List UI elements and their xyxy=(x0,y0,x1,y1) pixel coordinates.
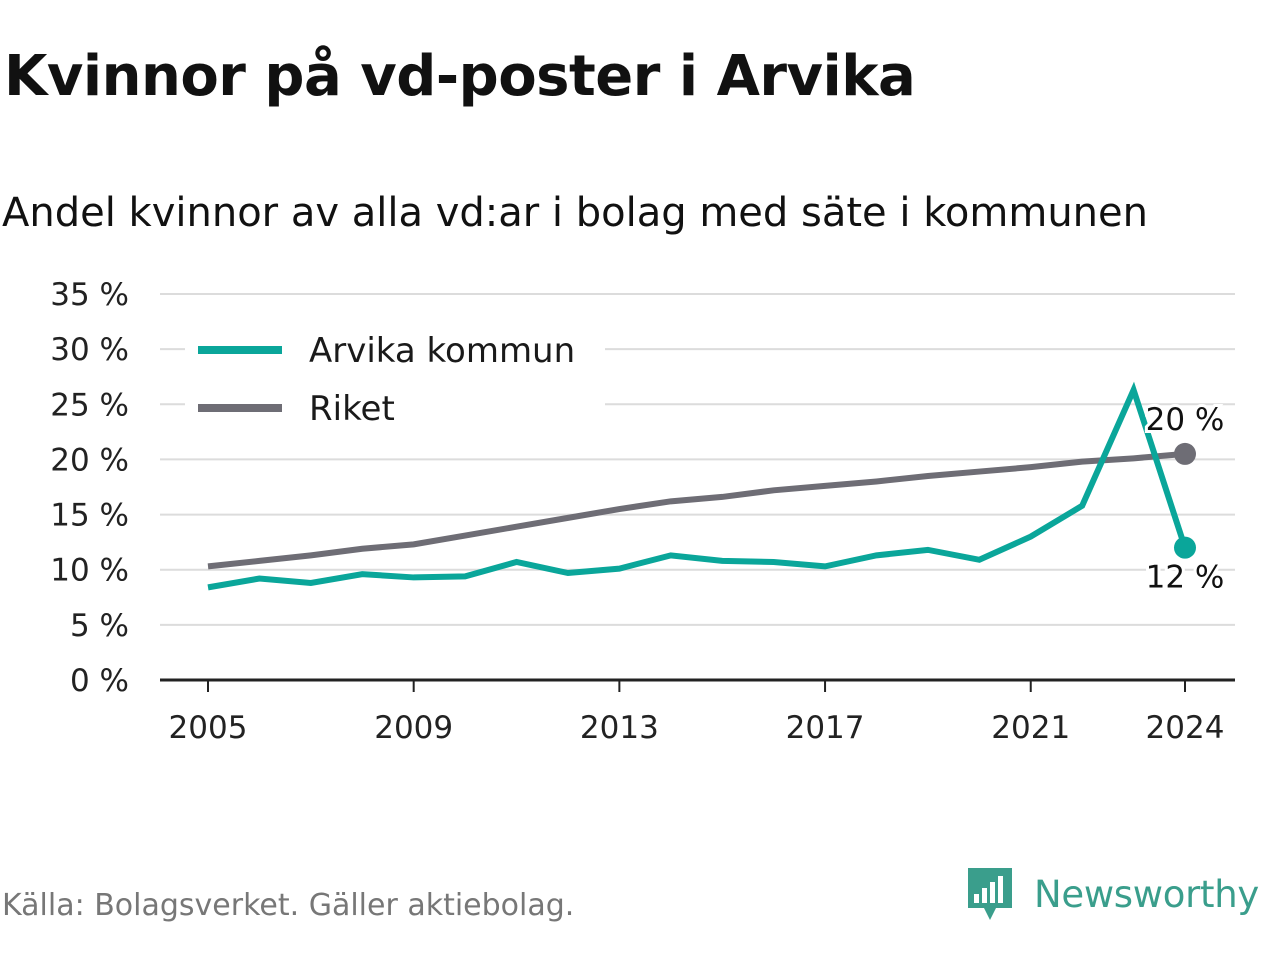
y-tick-label: 15 % xyxy=(50,498,129,534)
newsworthy-logo-icon xyxy=(968,868,1012,920)
chart-subtitle: Andel kvinnor av alla vd:ar i bolag med … xyxy=(2,190,1148,236)
end-value-label: 20 % xyxy=(1146,402,1225,438)
y-tick-label: 35 % xyxy=(50,277,129,313)
chart-title: Kvinnor på vd-poster i Arvika xyxy=(4,44,916,109)
legend-label: Riket xyxy=(309,389,395,429)
end-marker xyxy=(1174,442,1196,465)
brand-name: Newsworthy xyxy=(1034,872,1259,916)
y-tick-label: 30 % xyxy=(50,332,129,368)
source-note: Källa: Bolagsverket. Gäller aktiebolag. xyxy=(2,888,575,923)
y-tick-label: 0 % xyxy=(70,663,129,699)
x-tick-label: 2005 xyxy=(169,710,248,746)
x-tick-label: 2013 xyxy=(580,710,659,746)
y-tick-label: 20 % xyxy=(50,442,129,478)
y-tick-label: 25 % xyxy=(50,387,129,423)
brand-logo: Newsworthy xyxy=(964,864,1259,924)
x-tick-label: 2024 xyxy=(1146,710,1225,746)
legend-label: Arvika kommun xyxy=(309,331,575,371)
y-tick-label: 5 % xyxy=(70,608,129,644)
series-line-arvika xyxy=(207,381,1188,591)
x-tick-label: 2009 xyxy=(374,710,453,746)
line-chart: 0 % 5 % 10 % 15 % 20 % 25 % 30 % 35 % 2005 2009 20… xyxy=(50,277,1235,746)
end-marker xyxy=(1174,536,1196,559)
series-line-riket xyxy=(207,450,1186,570)
end-value-label: 12 % xyxy=(1146,560,1225,596)
x-tick-label: 2021 xyxy=(991,710,1070,746)
legend-box xyxy=(185,322,605,434)
y-tick-label: 10 % xyxy=(50,553,129,589)
x-tick-label: 2017 xyxy=(786,710,865,746)
